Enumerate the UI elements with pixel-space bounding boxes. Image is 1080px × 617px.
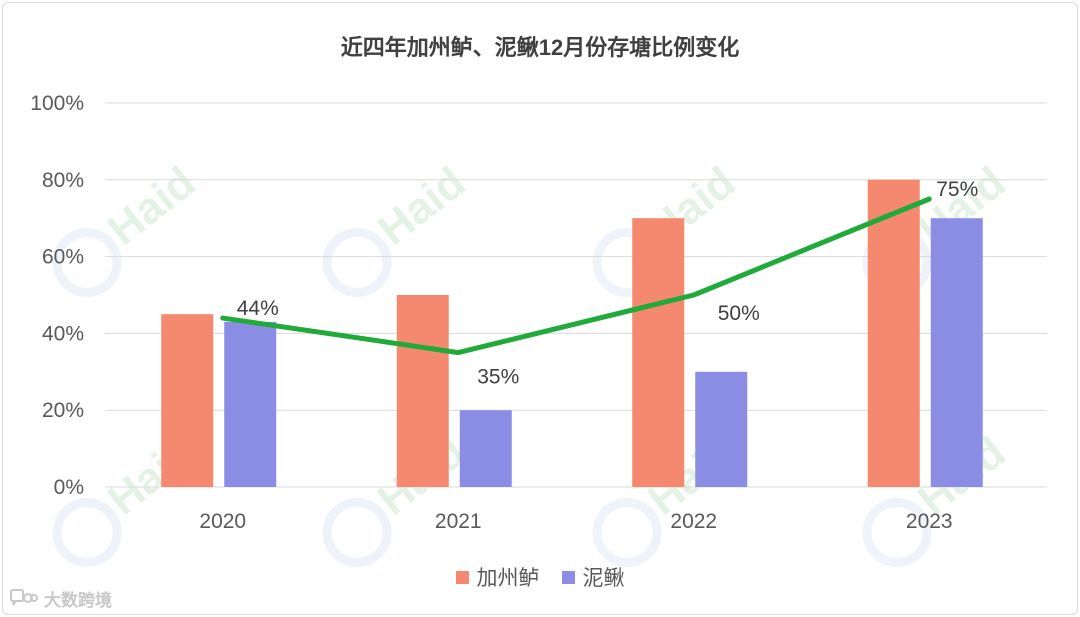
y-tick-label: 40% xyxy=(42,322,84,345)
watermark-logo: Haid xyxy=(322,158,474,297)
bar-bass xyxy=(867,179,920,488)
bar-bass xyxy=(161,314,214,487)
y-tick-label: 100% xyxy=(30,92,84,115)
x-tick-label: 2022 xyxy=(670,510,717,533)
data-label: 50% xyxy=(718,302,760,325)
legend-item-loach: 泥鳅 xyxy=(561,562,625,592)
watermark-ring xyxy=(322,227,392,297)
x-tick-label: 2023 xyxy=(906,510,953,533)
legend-item-bass: 加州鲈 xyxy=(455,562,540,592)
legend-label-bass: 加州鲈 xyxy=(476,567,540,590)
source-mark: 大数跨境 xyxy=(8,586,112,611)
watermark-ring xyxy=(862,497,932,567)
bar-loach xyxy=(459,410,512,487)
line-series xyxy=(220,196,932,356)
watermark-ring xyxy=(52,227,122,297)
source-mark-text: 大数跨境 xyxy=(44,591,112,610)
watermark-ring xyxy=(592,497,662,567)
watermark-ring xyxy=(52,497,122,567)
y-tick-label: 80% xyxy=(42,169,84,192)
legend-label-loach: 泥鳅 xyxy=(582,567,625,590)
x-tick-label: 2020 xyxy=(199,510,246,533)
watermark-ring xyxy=(322,497,392,567)
x-tick-label: 2021 xyxy=(435,510,482,533)
data-label: 44% xyxy=(237,297,279,320)
bar-loach xyxy=(224,321,277,487)
y-tick-label: 20% xyxy=(42,399,84,422)
bar-loach xyxy=(695,371,748,487)
chart-title: 近四年加州鲈、泥鳅12月份存塘比例变化 xyxy=(340,35,740,60)
bar-bass xyxy=(632,218,685,487)
data-label: 75% xyxy=(936,178,978,201)
watermark-text: Haid xyxy=(369,158,474,255)
legend: 加州鲈 泥鳅 xyxy=(0,562,1080,592)
y-tick-label: 0% xyxy=(54,476,84,499)
bar-bass xyxy=(396,295,449,487)
y-tick-label: 60% xyxy=(42,246,84,269)
legend-swatch-loach xyxy=(561,570,575,584)
bar-loach xyxy=(930,218,983,487)
chat-bubble-icon xyxy=(10,588,38,606)
data-label: 35% xyxy=(477,366,519,389)
watermark-text: Haid xyxy=(99,158,204,255)
legend-swatch-bass xyxy=(455,570,469,584)
